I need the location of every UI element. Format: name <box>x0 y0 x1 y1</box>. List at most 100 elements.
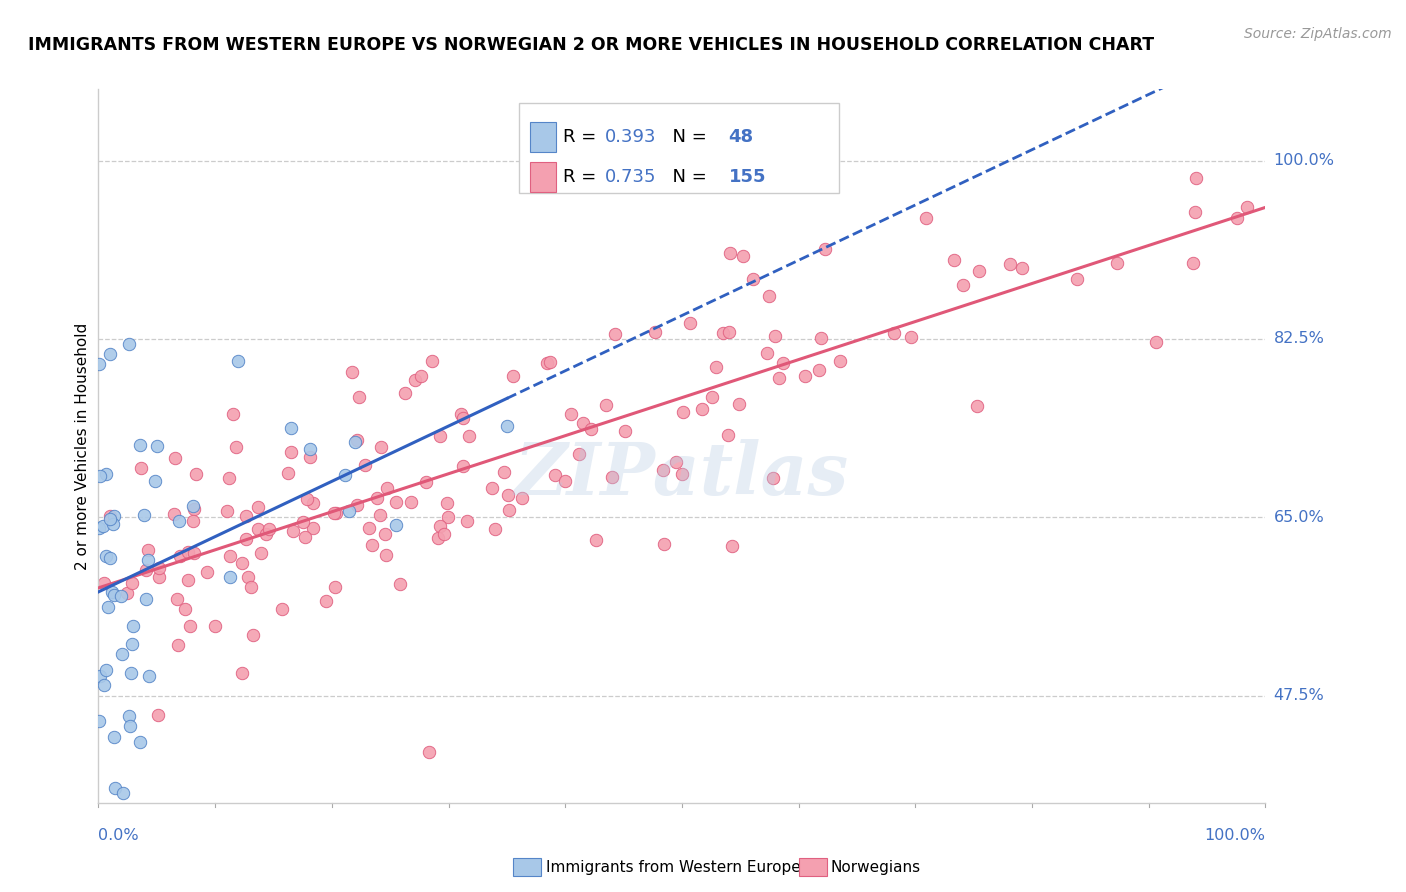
Point <box>704 359 727 374</box>
Point <box>717 325 740 339</box>
Point <box>280 445 302 459</box>
Point <box>120 665 142 680</box>
Point <box>711 326 734 340</box>
Point <box>721 539 744 553</box>
Point <box>98 550 121 565</box>
Point <box>91 519 114 533</box>
Point <box>302 495 325 509</box>
Text: 0.0%: 0.0% <box>98 828 139 843</box>
Point <box>1226 211 1249 225</box>
Point <box>135 591 157 606</box>
Point <box>370 508 392 523</box>
Point <box>218 471 240 485</box>
Point <box>231 557 253 571</box>
Point <box>148 570 170 584</box>
Point <box>325 580 347 594</box>
Point <box>118 719 141 733</box>
Point <box>742 272 765 286</box>
Point <box>135 563 157 577</box>
Point <box>814 242 837 256</box>
Point <box>394 386 416 401</box>
Point <box>377 482 399 496</box>
Point <box>295 491 318 506</box>
Point <box>496 419 519 434</box>
Point <box>359 521 381 535</box>
Point <box>602 469 624 483</box>
Point <box>554 474 576 488</box>
Point <box>89 714 111 729</box>
Point <box>437 510 460 524</box>
Point <box>247 523 270 537</box>
Point <box>250 546 273 560</box>
Point <box>270 601 292 615</box>
Point <box>494 465 516 479</box>
Point <box>132 508 155 522</box>
Point <box>399 494 422 508</box>
Point <box>665 455 688 469</box>
Point <box>429 429 451 443</box>
Point <box>148 561 170 575</box>
Point <box>94 467 117 482</box>
Point <box>512 491 534 506</box>
Point <box>415 475 437 489</box>
Point <box>110 590 132 604</box>
Point <box>484 522 506 536</box>
Point <box>219 549 242 563</box>
Text: R =: R = <box>562 128 602 146</box>
Point <box>915 211 938 225</box>
Point <box>146 439 169 453</box>
Point <box>731 250 754 264</box>
Point <box>89 358 111 372</box>
Point <box>374 527 396 541</box>
Text: R =: R = <box>562 168 602 186</box>
Point <box>370 440 392 454</box>
Point <box>103 508 125 523</box>
Point <box>103 517 125 532</box>
Point <box>166 591 188 606</box>
Point <box>333 467 356 482</box>
Point <box>242 627 264 641</box>
Point <box>136 553 159 567</box>
Point <box>177 573 200 587</box>
Point <box>1011 261 1033 276</box>
Point <box>277 466 299 480</box>
Point <box>173 601 195 615</box>
Point <box>560 408 582 422</box>
Point <box>89 468 111 483</box>
Point <box>235 508 257 523</box>
Point <box>247 500 270 515</box>
Point <box>717 428 740 442</box>
Point <box>967 264 990 278</box>
Point <box>498 488 520 502</box>
Point <box>239 580 262 594</box>
Point <box>128 438 150 452</box>
Point <box>966 399 988 413</box>
Point <box>347 390 370 404</box>
Point <box>93 576 115 591</box>
Point <box>385 518 408 533</box>
Text: 65.0%: 65.0% <box>1274 510 1324 524</box>
Point <box>148 707 170 722</box>
Point <box>339 504 361 518</box>
Point <box>204 619 226 633</box>
Point <box>900 330 922 344</box>
Point <box>167 515 190 529</box>
Text: N =: N = <box>661 128 713 146</box>
Point <box>93 678 115 692</box>
Point <box>136 543 159 558</box>
FancyBboxPatch shape <box>519 103 839 193</box>
Point <box>183 502 205 516</box>
Point <box>181 514 204 528</box>
Point <box>103 730 125 744</box>
Point <box>361 538 384 552</box>
Point <box>254 527 277 541</box>
Bar <box>530 161 555 192</box>
Point <box>952 277 974 292</box>
Text: 0.393: 0.393 <box>605 128 657 146</box>
Text: 47.5%: 47.5% <box>1274 689 1324 703</box>
Point <box>344 434 367 449</box>
Point <box>104 780 127 795</box>
Text: N =: N = <box>661 168 713 186</box>
Point <box>536 356 558 370</box>
Point <box>98 347 121 361</box>
